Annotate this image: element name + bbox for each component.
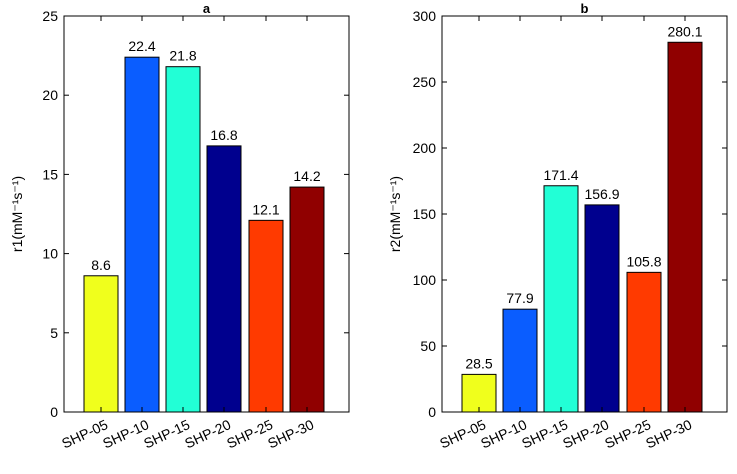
x-tick-label: SHP-25 xyxy=(602,416,653,451)
bar-shp-20 xyxy=(584,204,620,413)
bar-shp-25 xyxy=(248,219,284,413)
data-label: 22.4 xyxy=(128,38,155,54)
x-tick-label: SHP-05 xyxy=(59,416,110,451)
data-label: 8.6 xyxy=(91,257,111,273)
y-axis-label: r1(mM⁻¹s⁻¹) xyxy=(9,176,25,252)
x-tick-label: SHP-30 xyxy=(265,416,316,451)
panel-title: a xyxy=(203,1,211,16)
data-label: 12.1 xyxy=(252,201,279,217)
y-tick-label: 15 xyxy=(42,166,58,182)
x-tick-label: SHP-15 xyxy=(141,416,192,451)
y-axis-label: r2(mM⁻¹s⁻¹) xyxy=(387,176,403,252)
data-label: 105.8 xyxy=(626,253,661,269)
data-label: 77.9 xyxy=(506,290,533,306)
y-tick-label: 100 xyxy=(413,272,437,288)
panel-title: b xyxy=(581,1,589,16)
x-tick-label: SHP-10 xyxy=(100,416,151,451)
bar-shp-20 xyxy=(206,145,242,413)
y-tick-label: 0 xyxy=(428,404,436,420)
panel-a: 8.622.421.816.812.114.20510152025SHP-05S… xyxy=(9,1,350,451)
y-tick-label: 50 xyxy=(420,338,436,354)
axes-box xyxy=(63,15,350,413)
x-tick-label: SHP-15 xyxy=(519,416,570,451)
x-tick-label: SHP-05 xyxy=(437,416,488,451)
x-tick-label: SHP-20 xyxy=(182,416,233,451)
x-tick-label: SHP-25 xyxy=(224,416,275,451)
data-label: 156.9 xyxy=(584,186,619,202)
panel-b: 28.5 77.9 171.4 156.9 105.8 280.1 0 50 100 150 200… xyxy=(387,1,728,451)
data-label: 280.1 xyxy=(667,23,702,39)
y-tick-label: 10 xyxy=(42,246,58,262)
data-label: 14.2 xyxy=(293,168,320,184)
bar-shp-30 xyxy=(289,186,325,413)
bar-shp-15 xyxy=(165,66,201,413)
bar-shp-10 xyxy=(502,308,538,413)
bar-shp-05 xyxy=(83,275,119,413)
bar-shp-30 xyxy=(667,41,703,413)
y-tick-label: 25 xyxy=(42,8,58,24)
bar-shp-10 xyxy=(124,56,160,413)
y-tick-label: 5 xyxy=(50,325,58,341)
x-tick-label: SHP-10 xyxy=(478,416,529,451)
data-label: 21.8 xyxy=(169,48,196,64)
y-tick-label: 300 xyxy=(413,8,437,24)
data-label: 28.5 xyxy=(465,355,492,371)
y-tick-label: 20 xyxy=(42,87,58,103)
x-tick-label: SHP-30 xyxy=(643,416,694,451)
x-tick-label: SHP-20 xyxy=(560,416,611,451)
data-label: 16.8 xyxy=(210,127,237,143)
y-tick-label: 200 xyxy=(413,140,437,156)
y-tick-label: 0 xyxy=(50,404,58,420)
data-label: 171.4 xyxy=(543,167,578,183)
bar-shp-05 xyxy=(461,373,497,413)
y-tick-label: 250 xyxy=(413,74,437,90)
bar-shp-15 xyxy=(543,185,579,413)
bar-shp-25 xyxy=(626,271,662,413)
y-tick-label: 150 xyxy=(413,206,437,222)
